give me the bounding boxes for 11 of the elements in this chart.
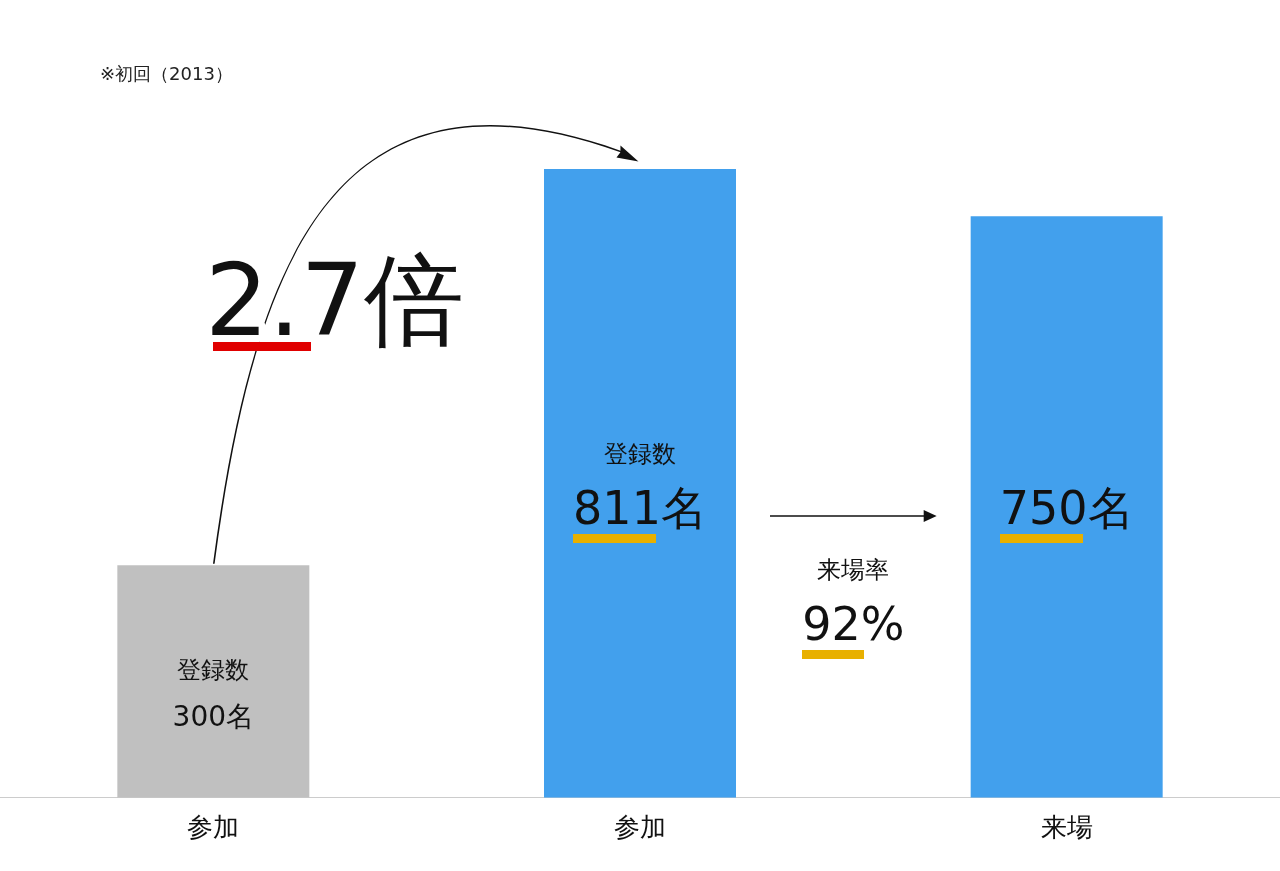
annotation: 来場率 bbox=[817, 556, 890, 584]
x-tick-label: 参加 bbox=[187, 812, 240, 843]
annotation: 92% bbox=[802, 597, 905, 651]
chart-subtitle: ※初回（2013） bbox=[100, 62, 233, 86]
x-tick-label: 参加 bbox=[614, 812, 666, 843]
data-label: 750名 bbox=[999, 481, 1134, 535]
data-label: 811名 bbox=[573, 481, 707, 535]
annotation: 登録数 bbox=[604, 440, 676, 468]
x-tick-label: 来場 bbox=[1040, 812, 1093, 843]
annotation: 登録数 bbox=[177, 656, 250, 684]
data-label: 300名 bbox=[172, 700, 255, 733]
